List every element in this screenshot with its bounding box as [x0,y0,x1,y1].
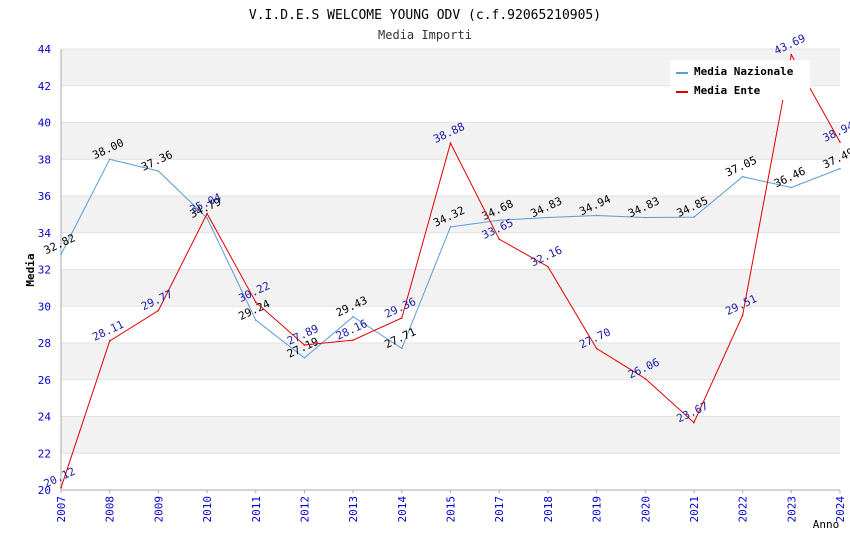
point-nazionale [741,175,744,178]
x-tick-label: 2009 [152,496,165,523]
x-tick-label: 2014 [396,496,409,523]
point-ente [547,265,549,268]
line-media-nazionale [60,158,841,359]
y-tick-label: 34 [38,227,52,240]
legend-box [670,60,810,100]
x-tick-labels: 2007 2008 2009 2010 2011 2012 2013 2014 2015 2017… [55,496,847,523]
point-ente [206,212,208,215]
y-tick-label: 28 [38,337,51,350]
point-ente [693,421,695,424]
y-tick-label: 32 [38,264,51,277]
legend-label-nazionale: Media Nazionale [694,65,794,78]
point-nazionale [206,217,208,220]
chart-title: V.I.D.E.S WELCOME YOUNG ODV (c.f.9206521… [249,8,601,23]
point-ente [254,301,257,304]
point-nazionale [644,216,647,219]
grid-band [61,122,840,160]
point-ente [498,238,500,240]
point-ente [303,344,306,346]
point-ente [790,53,793,56]
y-tick-label: 44 [38,43,52,56]
x-tick-label: 2007 [55,496,68,523]
x-tick-label: 2019 [591,496,604,523]
x-axis-label: Anno [813,518,840,531]
y-tick-label: 26 [38,374,51,387]
y-tick-label: 38 [38,153,51,166]
chart-subtitle: Media Importi [378,28,472,42]
point-ente [595,347,598,350]
point-nazionale [839,167,841,170]
point-nazionale [254,319,257,322]
point-ente [401,317,403,319]
y-tick-label: 42 [38,80,51,93]
data-label-nazionale: 36.46 [772,164,808,190]
point-ente [449,142,452,144]
point-nazionale [693,216,695,218]
x-tick-label: 2008 [104,496,117,523]
x-tick-label: 2020 [639,496,652,523]
grid-bands [61,49,840,454]
data-label-ente: 20.12 [42,465,78,491]
point-ente [352,339,354,341]
point-nazionale [157,170,160,172]
legend: Media Nazionale Media Ente [670,60,810,100]
point-ente [60,486,62,489]
point-nazionale [401,347,403,350]
x-tick-label: 2012 [298,496,311,523]
point-nazionale [449,226,452,228]
point-nazionale [498,219,500,222]
y-tick-label: 24 [38,411,52,424]
point-nazionale [352,315,354,318]
x-tick-label: 2018 [542,496,555,523]
point-ente [644,377,647,380]
point-nazionale [108,158,111,161]
y-tick-label: 22 [38,447,51,460]
data-label-ente: 28.16 [334,317,370,343]
data-label-ente: 28.11 [90,318,126,344]
x-tick-label: 2021 [688,496,701,523]
x-tick-label: 2017 [493,496,506,523]
x-tick-label: 2010 [201,496,214,523]
y-tick-label: 36 [38,190,51,203]
legend-label-ente: Media Ente [694,84,761,97]
point-ente [157,309,160,312]
point-nazionale [547,216,549,219]
grid-band [61,343,840,380]
point-nazionale [790,186,793,189]
y-tick-label: 30 [38,300,51,313]
y-tick-labels: 20 22 24 26 28 30 32 34 36 38 40 42 44 [38,43,52,497]
point-ente [741,314,744,317]
point-nazionale [303,357,306,359]
x-tick-label: 2022 [737,496,750,523]
point-ente [839,141,841,143]
point-ente [108,340,111,342]
x-tick-label: 2015 [445,496,458,523]
x-tick-label: 2024 [834,496,847,523]
x-tick-label: 2013 [347,496,360,523]
point-nazionale [595,214,598,217]
point-nazionale [60,253,62,256]
x-tick-label: 2023 [785,496,798,523]
axes [60,49,841,493]
x-tick-label: 2011 [250,496,263,523]
grid-lines [61,48,840,491]
grid-band [61,269,840,307]
y-tick-label: 40 [38,117,51,130]
grid-band [61,416,840,454]
y-tick-label: 20 [38,484,51,497]
y-axis-label: Media [24,253,37,286]
